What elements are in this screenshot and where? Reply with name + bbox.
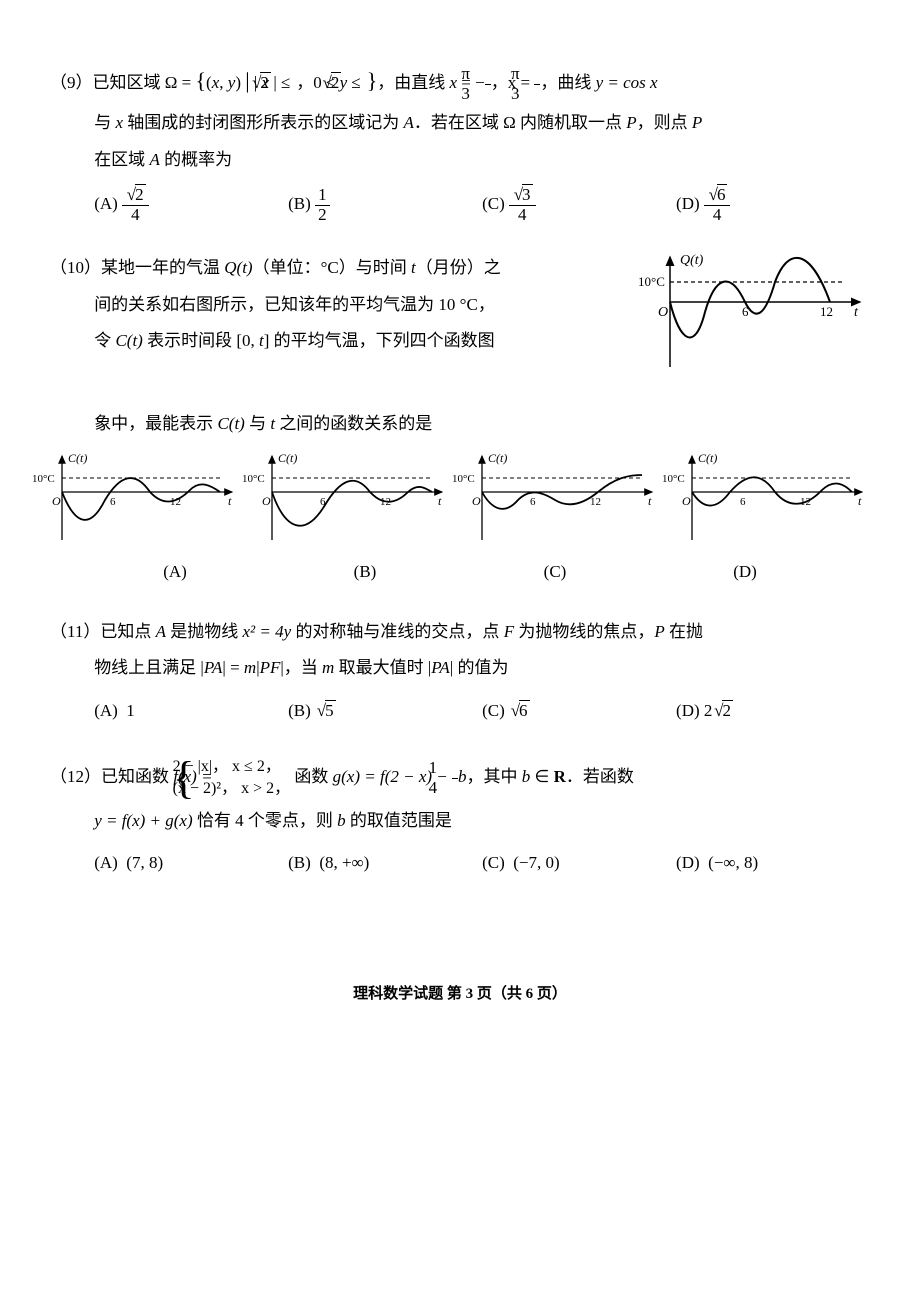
svg-text:t: t (228, 494, 232, 508)
q12-number: （12） (50, 767, 101, 786)
q9-option-c: (C) 34 (482, 186, 676, 224)
svg-text:12: 12 (800, 496, 811, 508)
svg-text:6: 6 (742, 304, 749, 319)
svg-text:C(t): C(t) (488, 451, 507, 465)
q9-stem: （9）已知区域 Ω = {(x, y) | | x | ≤ 2，0 ≤ y ≤ … (50, 60, 870, 103)
svg-text:C(t): C(t) (698, 451, 717, 465)
page-footer: 理科数学试题 第 3 页（共 6 页） (50, 980, 870, 1009)
svg-text:6: 6 (320, 496, 326, 508)
svg-text:O: O (262, 494, 271, 508)
svg-text:10°C: 10°C (638, 274, 665, 289)
svg-text:O: O (658, 305, 668, 320)
svg-text:6: 6 (530, 496, 536, 508)
q9-option-b: (B) 12 (288, 186, 482, 224)
q9-option-d: (D) 64 (676, 186, 870, 224)
q9-options: (A) 24 (B) 12 (C) 34 (D) 64 (50, 186, 870, 224)
q11-number: （11） (50, 622, 100, 641)
q11-option-a: (A) 1 (94, 695, 288, 727)
svg-text:10°C: 10°C (452, 473, 475, 485)
svg-text:C(t): C(t) (68, 451, 87, 465)
svg-text:12: 12 (820, 304, 833, 319)
q10-label-b: (B) (270, 556, 460, 588)
q10-label-d: (D) (650, 556, 840, 588)
q11-option-b: (B) 5 (288, 695, 482, 727)
q10-number: （10） (50, 258, 101, 277)
svg-text:t: t (648, 494, 652, 508)
q10-option-labels: (A) (B) (C) (D) (50, 556, 870, 588)
svg-text:12: 12 (380, 496, 391, 508)
q10-label-a: (A) (80, 556, 270, 588)
svg-text:10°C: 10°C (32, 473, 55, 485)
q10-chart-a: C(t) 10°C O 6 12 t (50, 450, 240, 550)
q12-option-d: (D) (−∞, 8) (676, 847, 870, 879)
question-11: （11）已知点 A 是抛物线 x² = 4y 的对称轴与准线的交点，点 F 为抛… (50, 616, 870, 727)
q9-option-a: (A) 24 (94, 186, 288, 224)
svg-text:12: 12 (590, 496, 601, 508)
q10-label-c: (C) (460, 556, 650, 588)
question-12: （12）已知函数 f(x) = {2 − |x|， x ≤ 2，(x − 2)²… (50, 755, 870, 880)
svg-text:6: 6 (110, 496, 116, 508)
svg-text:O: O (472, 494, 481, 508)
svg-text:Q(t): Q(t) (680, 253, 704, 268)
q10-main-chart: Q(t) 10°C O 6 12 t (660, 252, 870, 403)
svg-text:10°C: 10°C (242, 473, 265, 485)
q12-option-b: (B) (8, +∞) (288, 847, 482, 879)
q10-chart-d: C(t) 10°C O 6 12 t (680, 450, 870, 550)
q11-option-c: (C) 6 (482, 695, 676, 727)
q12-options: (A) (7, 8) (B) (8, +∞) (C) (−7, 0) (D) (… (50, 847, 870, 879)
q9-number: （9） (50, 73, 93, 92)
question-9: （9）已知区域 Ω = {(x, y) | | x | ≤ 2，0 ≤ y ≤ … (50, 60, 870, 224)
q10-option-charts: C(t) 10°C O 6 12 t C(t) 10°C O 6 12 t C(… (50, 450, 870, 550)
svg-text:C(t): C(t) (278, 451, 297, 465)
svg-text:12: 12 (170, 496, 181, 508)
svg-text:t: t (438, 494, 442, 508)
svg-text:O: O (682, 494, 691, 508)
q12-option-c: (C) (−7, 0) (482, 847, 676, 879)
q11-option-d: (D) 22 (676, 695, 870, 727)
q12-option-a: (A) (7, 8) (94, 847, 288, 879)
q11-options: (A) 1 (B) 5 (C) 6 (D) 22 (50, 695, 870, 727)
svg-text:10°C: 10°C (662, 473, 685, 485)
q10-chart-b: C(t) 10°C O 6 12 t (260, 450, 450, 550)
svg-text:6: 6 (740, 496, 746, 508)
question-10: （10）某地一年的气温 Q(t)（单位：°C）与时间 t（月份）之 间的关系如右… (50, 252, 870, 588)
q10-chart-c: C(t) 10°C O 6 12 t (470, 450, 660, 550)
svg-text:t: t (854, 305, 859, 320)
svg-text:t: t (858, 494, 862, 508)
svg-text:O: O (52, 494, 61, 508)
